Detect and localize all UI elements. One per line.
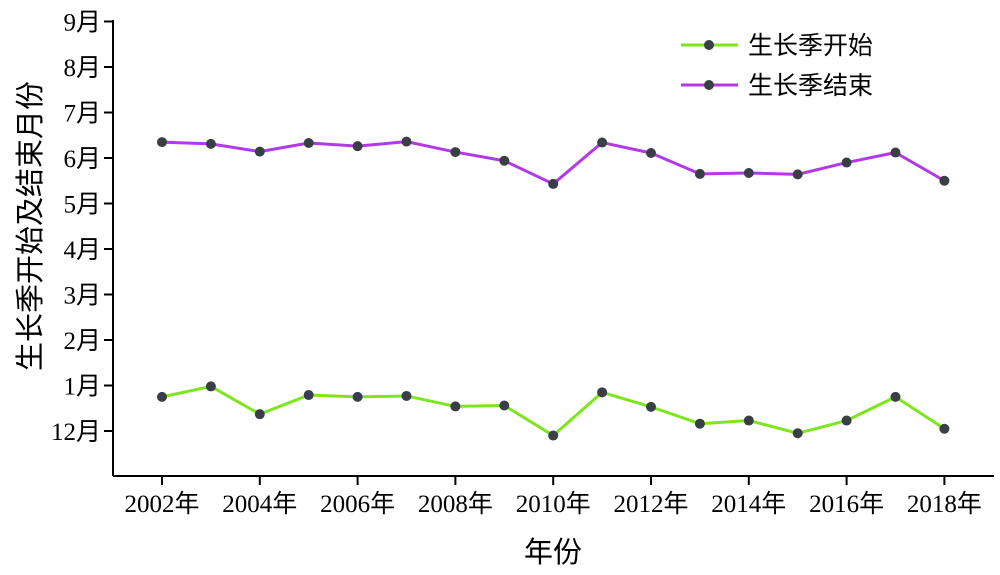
legend-label: 生长季结束 <box>748 72 873 100</box>
legend-marker <box>704 40 714 50</box>
data-point <box>548 178 559 189</box>
y-tick-label: 4月 <box>63 237 101 264</box>
x-axis-title: 年份 <box>524 536 582 569</box>
data-point <box>450 147 461 158</box>
series-line <box>161 140 946 186</box>
data-point <box>890 147 901 158</box>
data-point <box>743 168 754 179</box>
data-point <box>792 169 803 180</box>
data-point <box>841 415 852 426</box>
y-tick-label: 8月 <box>63 55 101 82</box>
data-point <box>939 423 950 434</box>
data-point <box>352 391 363 402</box>
x-tick-label: 2010年 <box>516 490 591 518</box>
x-tick-label: 2018年 <box>907 490 982 518</box>
y-tick-label: 1月 <box>63 374 101 401</box>
y-axis-ticks: 12月 1月 2月 3月 4月 5月 6月 7月 8月 9月 <box>51 10 113 446</box>
data-point <box>352 141 363 152</box>
legend-item: 生长季开始 <box>681 32 873 60</box>
data-point <box>157 137 167 148</box>
data-point <box>597 387 608 398</box>
series-group <box>157 136 950 441</box>
data-point <box>499 400 510 411</box>
y-tick-label: 9月 <box>63 10 101 37</box>
data-point <box>401 136 412 147</box>
y-tick-label: 7月 <box>63 101 101 128</box>
data-point <box>303 137 314 148</box>
x-axis-ticks: 2002年 2004年 2006年 2008年 2010年 2012年 2014年 2016年… <box>124 476 982 518</box>
data-point <box>694 418 705 429</box>
data-point <box>401 390 412 401</box>
data-point <box>548 430 559 441</box>
y-tick-label: 3月 <box>63 283 101 310</box>
series-line <box>161 384 946 438</box>
x-tick-label: 2004年 <box>222 490 297 518</box>
x-tick-label: 2012年 <box>613 490 688 518</box>
data-point <box>205 138 216 149</box>
data-point <box>450 401 461 412</box>
data-point <box>939 175 950 186</box>
legend-marker <box>704 80 714 90</box>
y-tick-label: 12月 <box>51 419 101 446</box>
x-tick-label: 2008年 <box>418 490 493 518</box>
data-point <box>254 409 265 420</box>
data-point <box>646 401 656 412</box>
data-point <box>205 381 216 392</box>
y-tick-label: 5月 <box>63 192 101 219</box>
data-point <box>303 390 314 401</box>
data-point <box>890 391 901 402</box>
series-2 <box>157 136 950 189</box>
y-tick-label: 6月 <box>63 146 101 173</box>
legend-item: 生长季结束 <box>681 72 873 100</box>
x-tick-label: 2014年 <box>711 490 786 518</box>
y-tick-label: 2月 <box>63 328 101 355</box>
x-tick-label: 2002年 <box>124 490 199 518</box>
data-point <box>597 137 608 148</box>
data-point <box>254 146 265 157</box>
data-point <box>743 415 754 426</box>
data-point <box>646 147 656 158</box>
x-tick-label: 2016年 <box>809 490 884 518</box>
data-point <box>792 428 803 439</box>
data-point <box>499 155 510 166</box>
legend-label: 生长季开始 <box>748 32 873 60</box>
series-1 <box>157 381 950 441</box>
data-point <box>841 157 852 168</box>
data-point <box>694 168 705 179</box>
y-axis-title: 生长季开始及结束月份 <box>14 81 47 371</box>
data-point <box>157 391 167 402</box>
x-tick-label: 2006年 <box>320 490 395 518</box>
